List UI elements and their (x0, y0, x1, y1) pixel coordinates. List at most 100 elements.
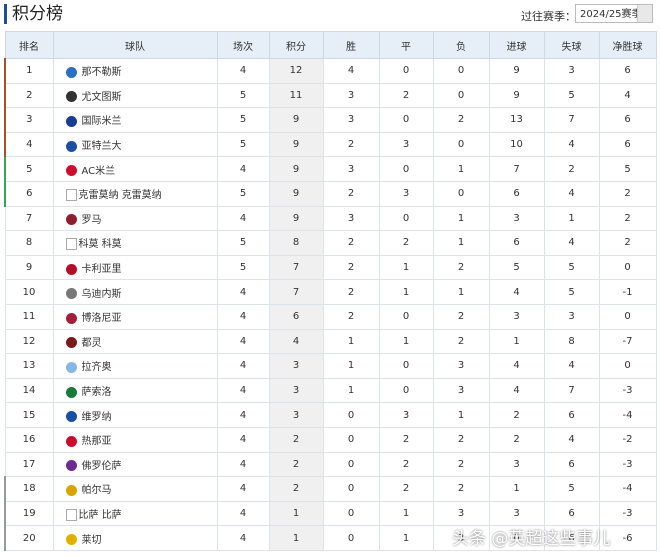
stat: 0 (322, 426, 380, 453)
team-row: 5 AC米兰 4 9 3 0 1 7 2 5 (4, 156, 657, 182)
stat: 5 (543, 82, 600, 109)
points: 3 (268, 402, 324, 428)
stat: 3 (432, 377, 490, 404)
team-logo (65, 386, 77, 398)
team-logo (65, 66, 77, 78)
team-name: 罗马 (81, 214, 102, 226)
team-row: 16 热那亚 4 2 0 2 2 2 4 -2 (4, 426, 657, 453)
stat: 2 (432, 254, 490, 281)
team-logo (65, 484, 77, 496)
stat: 2 (322, 230, 380, 256)
stat: 2 (598, 205, 657, 232)
points: 1 (268, 500, 324, 527)
stat: 7 (543, 107, 600, 133)
stat: 4 (322, 58, 380, 84)
stat: 2 (378, 451, 434, 478)
rank: 17 (4, 451, 54, 478)
team-row: 2 尤文图斯 5 11 3 2 0 9 5 4 (4, 82, 657, 109)
team-cell: 乌迪内斯 (52, 279, 218, 305)
logo-alt: 比萨 (78, 509, 99, 521)
team-row: 13 拉齐奥 4 3 1 0 3 4 4 0 (4, 353, 657, 379)
stat: 1 (488, 476, 545, 502)
points: 4 (268, 328, 324, 355)
stat: 0 (432, 82, 490, 109)
rank: 19 (4, 500, 54, 527)
stat: 0 (598, 254, 657, 281)
team-cell: 国际米兰 (52, 107, 218, 133)
team-row: 12 都灵 4 4 1 1 2 1 8 -7 (4, 328, 657, 355)
stat: 0 (432, 58, 490, 84)
team-row: 19 比萨 比萨 4 1 0 1 3 3 6 -3 (4, 500, 657, 527)
stat: 3 (378, 180, 434, 207)
stat: 4 (216, 328, 270, 355)
stat: 3 (432, 525, 490, 551)
team-row: 3 国际米兰 5 9 3 0 2 13 7 6 (4, 107, 657, 133)
stat: 0 (598, 303, 657, 330)
stat: 3 (432, 500, 490, 527)
stat: 4 (543, 353, 600, 379)
team-name: 拉齐奥 (81, 362, 112, 374)
column-header: 场次 (216, 31, 270, 59)
team-cell: 罗马 (52, 205, 218, 232)
season-select[interactable]: 2024/25赛季 (575, 4, 653, 23)
stat: 5 (216, 107, 270, 133)
stat: 5 (543, 254, 600, 281)
team-row: 18 帕尔马 4 2 0 2 2 1 5 -4 (4, 476, 657, 502)
stat: 6 (543, 525, 600, 551)
points: 12 (268, 58, 324, 84)
stat: 4 (488, 353, 545, 379)
team-logo (65, 115, 77, 127)
stat: 6 (598, 107, 657, 133)
stat: 5 (216, 131, 270, 158)
stat: 4 (216, 426, 270, 453)
team-logo (65, 411, 77, 423)
stat: 6 (543, 500, 600, 527)
team-row: 7 罗马 4 9 3 0 1 3 1 2 (4, 205, 657, 232)
stat: -2 (598, 426, 657, 453)
column-header: 胜 (322, 31, 380, 59)
stat: 4 (598, 82, 657, 109)
rank: 20 (4, 525, 54, 551)
stat: 2 (322, 279, 380, 305)
stat: 3 (488, 451, 545, 478)
stat: 2 (432, 426, 490, 453)
team-logo (65, 361, 77, 373)
team-name: 尤文图斯 (81, 91, 122, 103)
stat: 4 (216, 476, 270, 502)
team-row: 11 博洛尼亚 4 6 2 0 2 3 3 0 (4, 303, 657, 330)
points: 3 (268, 377, 324, 404)
column-header: 净胜球 (598, 31, 657, 59)
team-name: 那不勒斯 (81, 67, 122, 79)
title: 积分榜 (4, 4, 63, 24)
stat: 0 (378, 58, 434, 84)
team-logo (65, 263, 77, 275)
stat: 6 (488, 230, 545, 256)
rank: 15 (4, 402, 54, 428)
team-logo (65, 534, 77, 546)
stat: 3 (378, 402, 434, 428)
team-cell: 亚特兰大 (52, 131, 218, 158)
column-header: 积分 (268, 31, 324, 59)
stat: 3 (488, 500, 545, 527)
team-logo (65, 337, 77, 349)
points: 7 (268, 279, 324, 305)
team-name: 佛罗伦萨 (81, 460, 122, 472)
stat: 9 (488, 82, 545, 109)
stat: 0 (378, 156, 434, 182)
column-header: 平 (378, 31, 434, 59)
stat: 4 (216, 353, 270, 379)
points: 6 (268, 303, 324, 330)
team-cell: 科莫 科莫 (52, 230, 218, 256)
team-logo (65, 165, 77, 177)
stat: 0 (378, 107, 434, 133)
team-cell: 热那亚 (52, 426, 218, 453)
stat: 3 (488, 303, 545, 330)
column-header: 球队 (52, 31, 218, 59)
stat: 0 (432, 131, 490, 158)
points: 8 (268, 230, 324, 256)
stat: 5 (598, 156, 657, 182)
team-logo (65, 460, 77, 472)
points: 7 (268, 254, 324, 281)
team-cell: 拉齐奥 (52, 353, 218, 379)
